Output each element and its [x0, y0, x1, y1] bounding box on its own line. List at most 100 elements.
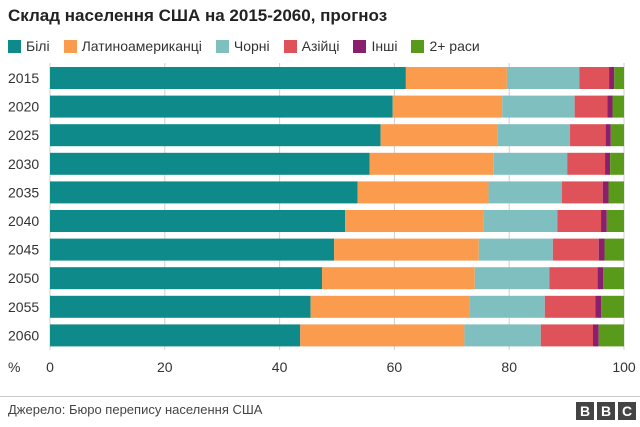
bar-segment [607, 95, 613, 118]
chart-legend: Білі Латиноамериканці Чорні Азійці Інші 2+ ра… [8, 38, 494, 54]
bar-segment [574, 95, 608, 118]
bar-segment [380, 124, 498, 147]
bar-segment [614, 67, 624, 89]
legend-item: 2+ раси [411, 38, 480, 54]
bar-segment [50, 238, 335, 261]
bar-segment [334, 238, 479, 261]
bar-segment [608, 181, 624, 204]
legend-label: Латиноамериканці [81, 38, 202, 54]
bar-segment [50, 181, 358, 204]
legend-label: Білі [26, 38, 50, 54]
bar-segment [557, 210, 602, 232]
bar-segment [50, 210, 346, 232]
bar-segment [497, 124, 571, 147]
bar-segment [50, 124, 381, 147]
bar-segment [493, 152, 568, 175]
bar-segment [605, 124, 611, 147]
bar-segment [50, 95, 393, 118]
bar-segment [567, 152, 606, 175]
bar-segment [469, 295, 545, 318]
stacked-bar-chart: 0 20 40 60 80 100%201520202025203020352040204… [8, 63, 636, 375]
bar-segment [597, 267, 604, 290]
bar-segment [506, 67, 580, 89]
axis-labels: 0 20 40 60 80 100%201520202025203020352040204… [8, 70, 636, 375]
bar-row [50, 124, 624, 147]
bar-segment [488, 181, 563, 204]
bar-segment [609, 67, 615, 89]
bar-segment [598, 238, 605, 261]
bar-row [50, 238, 624, 261]
y-tick-label: 2030 [8, 156, 39, 172]
x-tick-label: 0 [46, 359, 54, 375]
bar-segment [610, 124, 624, 147]
bar-segment [369, 152, 494, 175]
bar-segment [392, 95, 503, 118]
y-tick-label: 2015 [8, 70, 39, 86]
x-tick-label: 80 [501, 359, 517, 375]
source-note: Джерело: Бюро перепису населення США [8, 402, 263, 417]
bar-row [50, 295, 624, 318]
legend-label: Азійці [301, 38, 340, 54]
bar-segment [405, 67, 507, 89]
y-tick-label: 2045 [8, 242, 39, 258]
bar-segment [598, 324, 624, 347]
bar-segment [544, 295, 596, 318]
legend-swatch [353, 39, 367, 53]
bar-row [50, 324, 624, 347]
bar-segment [322, 267, 475, 290]
legend-label: Інші [371, 38, 398, 54]
bar-segment [483, 210, 558, 232]
bar-segment [50, 152, 370, 175]
y-tick-label: 2040 [8, 213, 39, 229]
bar-segment [604, 238, 624, 261]
legend-swatch [411, 39, 425, 53]
bar-segment [345, 210, 484, 232]
bar-segment [549, 267, 598, 290]
legend-swatch [8, 39, 21, 53]
bar-row [50, 67, 624, 89]
bars [50, 67, 624, 347]
legend-item: Чорні [215, 38, 270, 54]
bar-row [50, 267, 624, 290]
legend-swatch [215, 39, 229, 53]
y-tick-label: 2060 [8, 327, 39, 343]
y-tick-label: 2035 [8, 184, 39, 200]
bar-segment [474, 267, 550, 290]
bar-segment [552, 238, 599, 261]
x-axis-unit-label: % [8, 359, 20, 375]
legend-swatch [283, 39, 297, 53]
bar-row [50, 152, 624, 175]
bar-segment [310, 295, 470, 318]
bar-segment [601, 210, 607, 232]
bar-segment [300, 324, 465, 347]
bar-segment [540, 324, 594, 347]
bar-segment [612, 95, 624, 118]
bar-segment [464, 324, 541, 347]
bar-segment [562, 181, 603, 204]
x-tick-label: 20 [157, 359, 173, 375]
legend-item: Інші [353, 38, 397, 54]
y-tick-label: 2020 [8, 99, 39, 115]
legend-label: 2+ раси [429, 38, 480, 54]
bar-row [50, 181, 624, 204]
bbc-logo-block: B [597, 402, 615, 420]
legend-item: Білі [8, 38, 50, 54]
chart-title: Склад населення США на 2015-2060, прогно… [8, 6, 388, 25]
legend-item: Латиноамериканці [63, 38, 202, 54]
bar-segment [50, 324, 301, 347]
legend-swatch [63, 39, 77, 53]
bbc-logo-block: C [618, 402, 636, 420]
bar-segment [606, 210, 624, 232]
bar-segment [478, 238, 553, 261]
bar-segment [601, 295, 624, 318]
bar-segment [502, 95, 575, 118]
footer-divider [0, 396, 640, 397]
x-tick-label: 100 [612, 359, 636, 375]
bar-segment [579, 67, 610, 89]
legend-label: Чорні [233, 38, 270, 54]
bar-segment [357, 181, 489, 204]
bar-segment [605, 152, 611, 175]
bar-segment [603, 267, 624, 290]
bar-row [50, 95, 624, 118]
